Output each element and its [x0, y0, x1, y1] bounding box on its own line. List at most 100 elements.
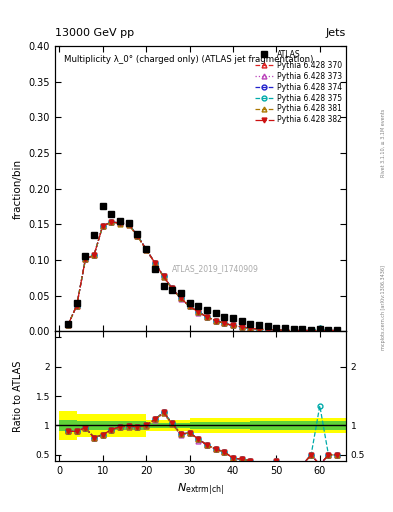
Pythia 6.428 375: [274, 327, 279, 333]
Pythia 6.428 373: [66, 322, 70, 328]
Pythia 6.428 373: [127, 222, 131, 228]
ATLAS: [196, 303, 200, 309]
Pythia 6.428 370: [283, 327, 287, 333]
Pythia 6.428 374: [335, 327, 340, 333]
Pythia 6.428 375: [178, 295, 183, 302]
Pythia 6.428 382: [318, 327, 322, 333]
ATLAS: [127, 220, 131, 226]
Pythia 6.428 374: [109, 219, 114, 225]
Pythia 6.428 374: [161, 273, 166, 280]
Pythia 6.428 373: [318, 327, 322, 333]
Pythia 6.428 370: [170, 285, 174, 291]
ATLAS: [274, 325, 279, 331]
Pythia 6.428 373: [187, 303, 192, 309]
Pythia 6.428 370: [83, 256, 88, 262]
ATLAS: [100, 203, 105, 209]
Pythia 6.428 381: [152, 260, 157, 266]
Pythia 6.428 370: [92, 252, 96, 258]
Pythia 6.428 375: [196, 309, 200, 315]
Pythia 6.428 374: [152, 260, 157, 266]
ATLAS: [144, 246, 149, 252]
Pythia 6.428 370: [74, 303, 79, 309]
Pythia 6.428 375: [135, 232, 140, 239]
Pythia 6.428 373: [222, 321, 227, 327]
Pythia 6.428 370: [213, 317, 218, 324]
Pythia 6.428 381: [248, 325, 253, 331]
Pythia 6.428 382: [335, 327, 340, 333]
Pythia 6.428 370: [118, 220, 123, 226]
ATLAS: [318, 326, 322, 332]
Pythia 6.428 375: [231, 323, 235, 329]
Pythia 6.428 382: [74, 303, 79, 309]
Pythia 6.428 373: [135, 233, 140, 240]
Pythia 6.428 370: [205, 314, 209, 320]
Pythia 6.428 382: [283, 327, 287, 333]
Pythia 6.428 374: [318, 327, 322, 333]
Pythia 6.428 375: [109, 219, 114, 225]
Pythia 6.428 374: [274, 327, 279, 333]
Pythia 6.428 381: [222, 321, 227, 327]
Pythia 6.428 381: [144, 247, 149, 253]
Pythia 6.428 382: [196, 309, 200, 315]
Pythia 6.428 373: [309, 327, 314, 333]
Pythia 6.428 375: [205, 314, 209, 320]
Pythia 6.428 381: [118, 221, 123, 227]
Pythia 6.428 375: [239, 324, 244, 330]
ATLAS: [222, 314, 227, 320]
Pythia 6.428 382: [83, 256, 88, 262]
Y-axis label: fraction/bin: fraction/bin: [13, 159, 23, 219]
Pythia 6.428 370: [144, 246, 149, 252]
Pythia 6.428 374: [92, 252, 96, 258]
ATLAS: [248, 321, 253, 327]
ATLAS: [161, 283, 166, 289]
Pythia 6.428 381: [66, 322, 70, 328]
Line: Pythia 6.428 382: Pythia 6.428 382: [66, 220, 340, 333]
Pythia 6.428 375: [213, 317, 218, 324]
Pythia 6.428 370: [326, 327, 331, 333]
Pythia 6.428 373: [248, 325, 253, 331]
Pythia 6.428 381: [274, 327, 279, 333]
Pythia 6.428 375: [335, 327, 340, 333]
Pythia 6.428 374: [326, 327, 331, 333]
Pythia 6.428 373: [152, 261, 157, 267]
Pythia 6.428 382: [66, 322, 70, 328]
Pythia 6.428 374: [257, 326, 261, 332]
Pythia 6.428 370: [187, 303, 192, 309]
Pythia 6.428 375: [144, 246, 149, 252]
Pythia 6.428 370: [196, 309, 200, 315]
ATLAS: [257, 322, 261, 328]
Pythia 6.428 382: [239, 324, 244, 330]
ATLAS: [335, 327, 340, 333]
ATLAS: [213, 310, 218, 316]
Pythia 6.428 373: [274, 327, 279, 333]
ATLAS: [300, 326, 305, 332]
Pythia 6.428 374: [300, 327, 305, 333]
Pythia 6.428 375: [265, 327, 270, 333]
Pythia 6.428 373: [92, 252, 96, 258]
Pythia 6.428 381: [92, 252, 96, 258]
Pythia 6.428 373: [83, 256, 88, 262]
Pythia 6.428 375: [118, 220, 123, 226]
Text: 13000 GeV pp: 13000 GeV pp: [55, 28, 134, 38]
ATLAS: [291, 326, 296, 332]
Text: Multiplicity λ_0° (charged only) (ATLAS jet fragmentation): Multiplicity λ_0° (charged only) (ATLAS …: [64, 55, 313, 63]
Pythia 6.428 382: [265, 327, 270, 333]
Pythia 6.428 381: [300, 327, 305, 333]
Pythia 6.428 382: [231, 323, 235, 329]
Line: Pythia 6.428 370: Pythia 6.428 370: [66, 220, 340, 333]
Pythia 6.428 373: [196, 310, 200, 316]
Pythia 6.428 382: [109, 219, 114, 225]
Pythia 6.428 373: [100, 223, 105, 229]
ATLAS: [83, 253, 88, 260]
Pythia 6.428 375: [291, 327, 296, 333]
Pythia 6.428 382: [257, 326, 261, 332]
Pythia 6.428 374: [178, 295, 183, 302]
Pythia 6.428 370: [257, 326, 261, 332]
Pythia 6.428 373: [291, 327, 296, 333]
Pythia 6.428 382: [309, 327, 314, 333]
Pythia 6.428 375: [300, 327, 305, 333]
Pythia 6.428 374: [66, 322, 70, 328]
Line: Pythia 6.428 374: Pythia 6.428 374: [66, 220, 340, 333]
Pythia 6.428 381: [83, 256, 88, 262]
Pythia 6.428 370: [300, 327, 305, 333]
